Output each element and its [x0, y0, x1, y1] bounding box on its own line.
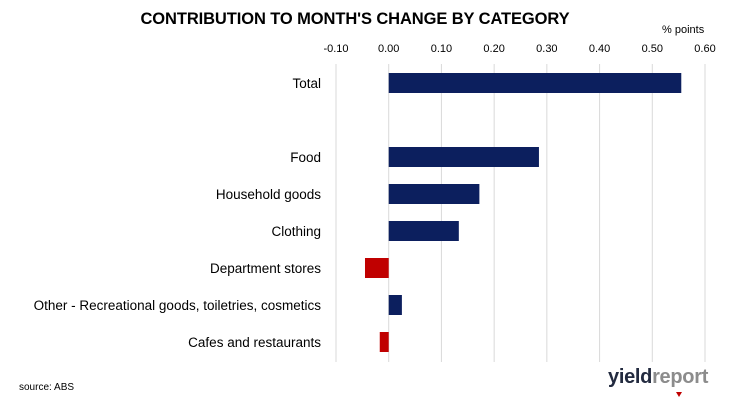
- bar: [388, 184, 480, 204]
- x-tick-label: 0.00: [378, 43, 399, 55]
- bar: [379, 332, 389, 352]
- yieldreport-logo: yieldreport: [608, 366, 708, 389]
- chart-title: CONTRIBUTION TO MONTH'S CHANGE BY CATEGO…: [140, 10, 570, 28]
- bar: [388, 295, 402, 315]
- x-tick-label: 0.20: [483, 43, 504, 55]
- x-tick-label: 0.60: [694, 43, 715, 55]
- x-tick-label: 0.10: [431, 43, 452, 55]
- bar: [364, 258, 389, 278]
- bar: [388, 147, 539, 167]
- x-tick-label: 0.40: [589, 43, 610, 55]
- logo-text-report: report: [652, 366, 709, 388]
- category-label: Other - Recreational goods, toiletries, …: [34, 298, 322, 313]
- category-label: Food: [290, 150, 321, 165]
- x-tick-label: 0.50: [642, 43, 663, 55]
- bar: [388, 73, 682, 93]
- category-label: Total: [292, 76, 321, 91]
- source-note: source: ABS: [19, 382, 75, 393]
- axis-units-label: % points: [662, 24, 705, 36]
- category-label: Clothing: [271, 224, 321, 239]
- category-label: Department stores: [210, 261, 321, 276]
- logo-marker-icon: [676, 392, 682, 397]
- category-label: Cafes and restaurants: [188, 335, 321, 350]
- category-label: Household goods: [216, 187, 321, 202]
- x-tick-label: -0.10: [323, 43, 348, 55]
- x-tick-label: 0.30: [536, 43, 557, 55]
- logo-text-yield: yield: [608, 366, 653, 388]
- bar: [388, 221, 459, 241]
